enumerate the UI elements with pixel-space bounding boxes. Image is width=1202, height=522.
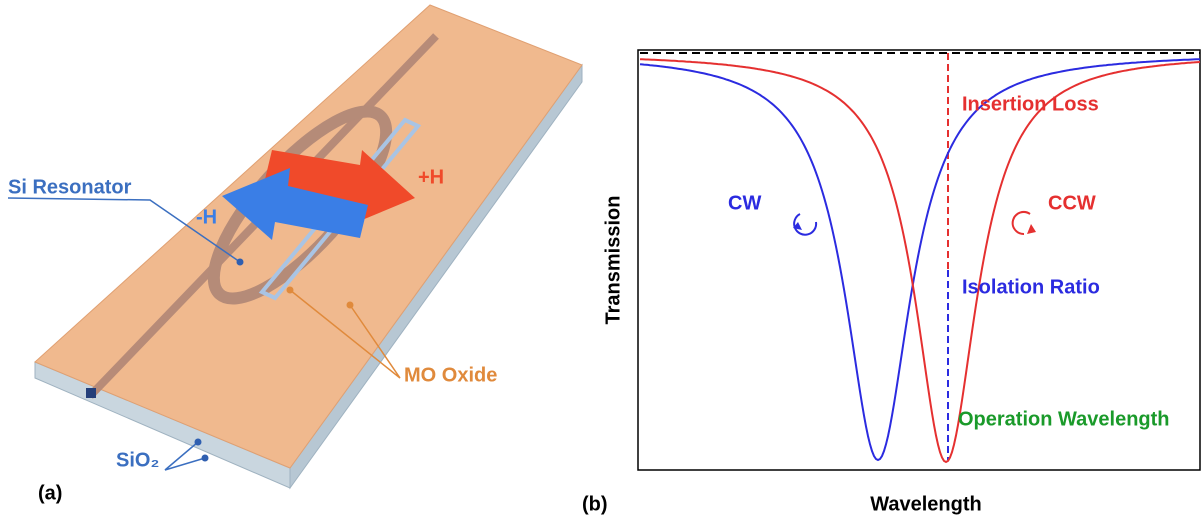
leader-dot bbox=[202, 455, 209, 462]
label-isolation-ratio: Isolation Ratio bbox=[962, 276, 1100, 298]
label-sio2: SiO₂ bbox=[116, 449, 159, 471]
panel-label-b: (b) bbox=[582, 493, 608, 515]
panel-label-a: (a) bbox=[38, 482, 62, 504]
label-minus-h: -H bbox=[196, 206, 217, 228]
x-axis-label: Wavelength bbox=[870, 493, 982, 515]
label-ccw: CCW bbox=[1048, 192, 1096, 214]
leader-dot bbox=[195, 439, 202, 446]
figure: Si Resonator -H +H MO Oxide SiO₂ (a) Tra… bbox=[0, 0, 1202, 522]
device bbox=[8, 5, 582, 488]
label-operation-wavelength: Operation Wavelength bbox=[958, 408, 1170, 430]
cw-curve bbox=[640, 59, 1200, 460]
ccw-rotation-icon bbox=[1013, 212, 1030, 234]
label-cw: CW bbox=[728, 192, 761, 214]
label-plus-h: +H bbox=[418, 166, 444, 188]
label-insertion-loss: Insertion Loss bbox=[962, 93, 1099, 115]
ccw-arrowhead bbox=[1027, 224, 1036, 234]
label-mo-oxide: MO Oxide bbox=[404, 364, 497, 386]
leader-dot bbox=[347, 302, 354, 309]
plot-frame bbox=[638, 50, 1200, 470]
leader-dot bbox=[237, 259, 244, 266]
y-axis-label: Transmission bbox=[602, 196, 624, 325]
ccw-curve bbox=[640, 59, 1200, 462]
waveguide-end bbox=[86, 388, 96, 398]
leader-dot bbox=[287, 287, 294, 294]
label-si-resonator: Si Resonator bbox=[8, 176, 132, 198]
